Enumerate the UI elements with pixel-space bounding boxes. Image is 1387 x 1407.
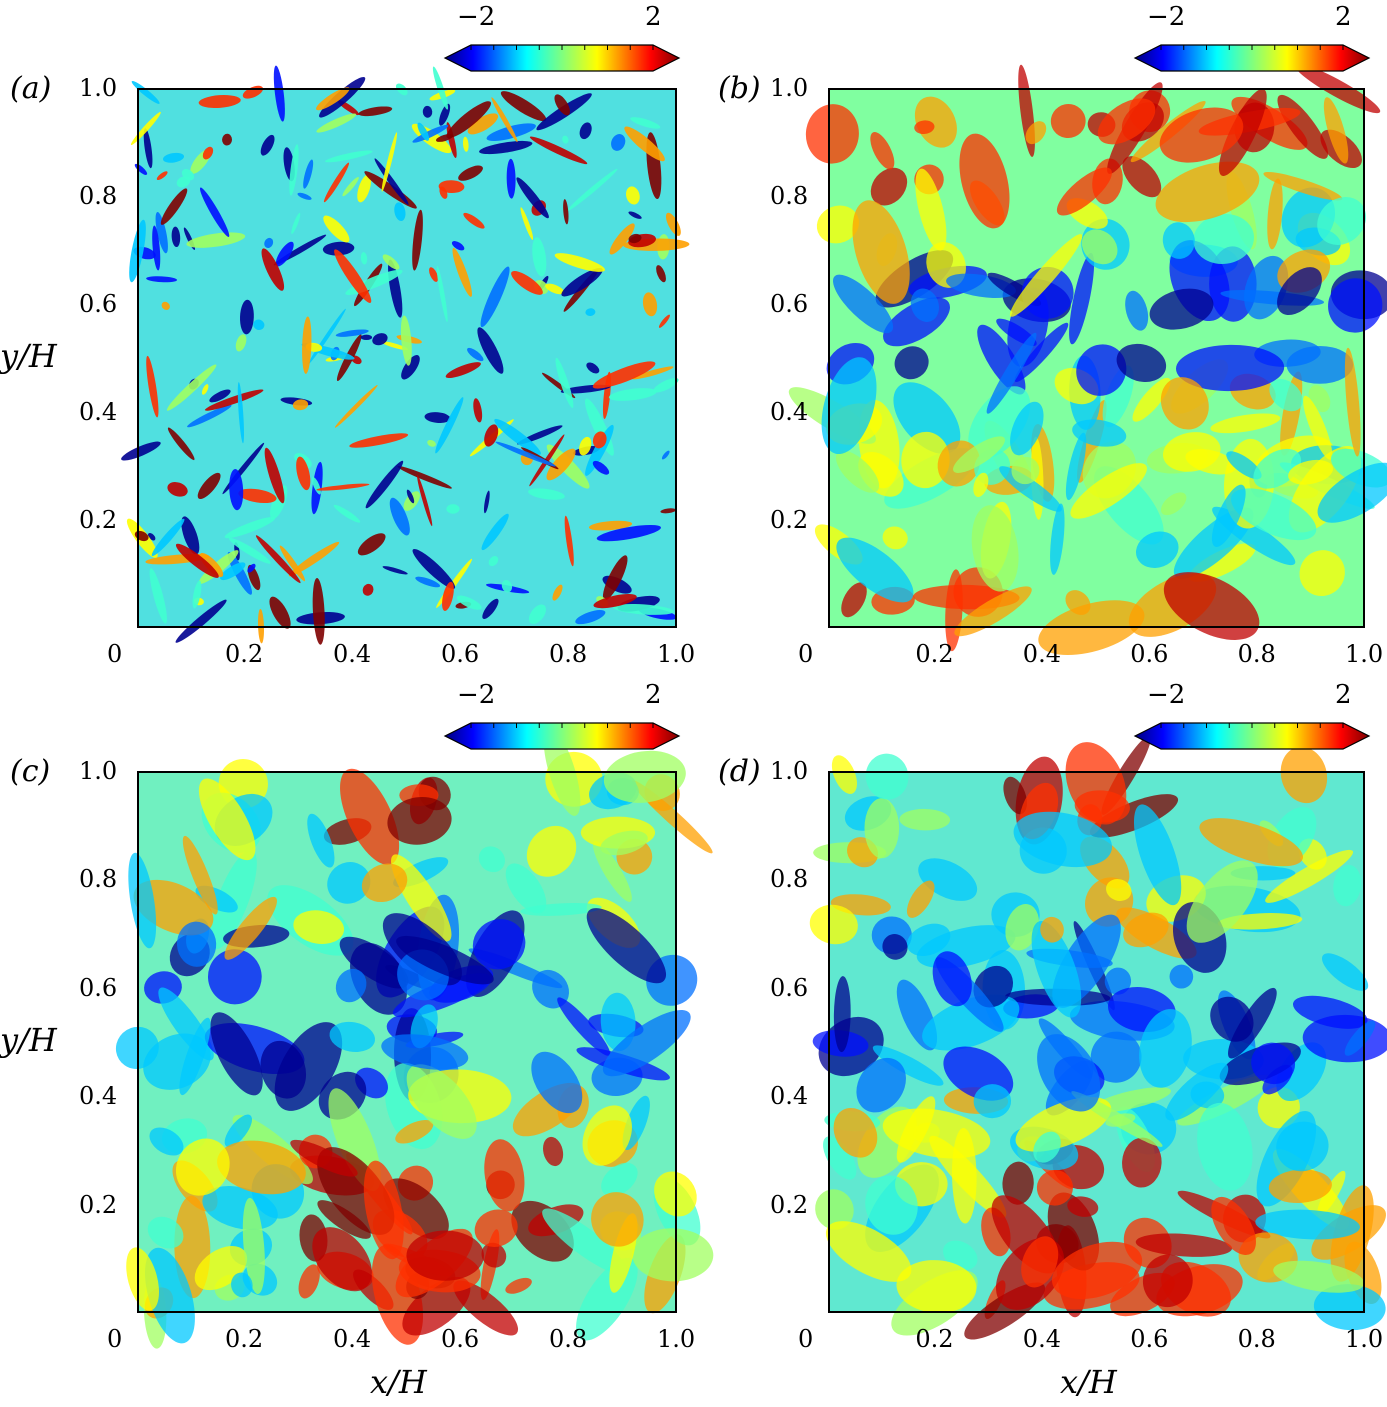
colorbar-max-label: 2 bbox=[645, 2, 662, 32]
y-tick-label: 0.4 bbox=[770, 1082, 809, 1111]
heatmap-plumes-fine bbox=[809, 735, 1387, 1340]
x-tick-label: 0.4 bbox=[1022, 640, 1061, 668]
y-tick-label: 1.0 bbox=[770, 757, 809, 785]
y-tick-label: 1.0 bbox=[770, 74, 809, 102]
colorbar-max-label: 2 bbox=[1335, 2, 1352, 32]
y-tick-label: 0.6 bbox=[770, 973, 809, 1002]
plot-frame bbox=[137, 88, 677, 628]
y-tick-label: 0.6 bbox=[79, 973, 118, 1002]
colorbar bbox=[443, 44, 681, 72]
x-tick-label: 1.0 bbox=[1345, 640, 1384, 668]
x-tick-label: 0 bbox=[798, 640, 814, 668]
y-tick-label: 0.2 bbox=[79, 1190, 118, 1219]
y-axis-label-top: y/H bbox=[0, 337, 57, 375]
y-tick-label: 0.6 bbox=[79, 290, 118, 318]
colorbar bbox=[443, 722, 681, 750]
x-tick-label: 0.4 bbox=[333, 640, 372, 668]
y-tick-label: 0.8 bbox=[79, 865, 118, 894]
y-tick-label: 0.6 bbox=[770, 290, 809, 318]
x-tick-label: 0.4 bbox=[333, 1325, 372, 1353]
colorbar-max-label: 2 bbox=[645, 680, 662, 710]
panel-label: (d) bbox=[718, 754, 761, 789]
x-tick-label: 0.6 bbox=[1130, 640, 1169, 668]
y-tick-label: 0.2 bbox=[770, 1190, 809, 1219]
colorbar bbox=[1133, 44, 1371, 72]
panel-label: (b) bbox=[718, 71, 761, 106]
x-tick-label: 0.2 bbox=[225, 1325, 264, 1353]
x-axis-label-left: x/H bbox=[370, 1363, 427, 1401]
y-tick-label: 0.4 bbox=[79, 398, 118, 426]
y-tick-label: 1.0 bbox=[79, 757, 118, 785]
panel-label: (a) bbox=[10, 71, 52, 106]
x-tick-label: 0.8 bbox=[549, 1325, 588, 1353]
x-tick-label: 0 bbox=[798, 1325, 814, 1353]
y-tick-label: 0.8 bbox=[770, 182, 809, 210]
plot-frame bbox=[137, 771, 677, 1313]
colorbar-min-label: −2 bbox=[457, 680, 496, 710]
y-tick-label: 0.2 bbox=[79, 506, 118, 534]
y-axis-label-bottom: y/H bbox=[0, 1021, 57, 1059]
x-tick-label: 0.8 bbox=[1237, 1325, 1276, 1353]
x-tick-label: 0 bbox=[107, 640, 123, 668]
y-tick-label: 1.0 bbox=[79, 74, 118, 102]
colorbar-min-label: −2 bbox=[457, 2, 496, 32]
x-tick-label: 1.0 bbox=[657, 1325, 696, 1353]
x-tick-label: 0 bbox=[107, 1325, 123, 1353]
colorbar-max-label: 2 bbox=[1335, 680, 1352, 710]
heatmap-plumes-smooth bbox=[115, 727, 714, 1349]
heatmap-filamentary bbox=[121, 65, 690, 645]
x-axis-label-right: x/H bbox=[1060, 1363, 1117, 1401]
y-tick-label: 0.8 bbox=[770, 865, 809, 894]
x-tick-label: 1.0 bbox=[657, 640, 696, 668]
x-tick-label: 0.6 bbox=[441, 640, 480, 668]
y-tick-label: 0.4 bbox=[770, 398, 809, 426]
x-tick-label: 0.4 bbox=[1022, 1325, 1061, 1353]
y-tick-label: 0.2 bbox=[770, 506, 809, 534]
panel-label: (c) bbox=[10, 754, 51, 789]
colorbar-min-label: −2 bbox=[1147, 680, 1186, 710]
plot-frame bbox=[828, 771, 1365, 1313]
colorbar bbox=[1133, 722, 1371, 750]
x-tick-label: 0.2 bbox=[915, 1325, 954, 1353]
x-tick-label: 0.8 bbox=[1237, 640, 1276, 668]
x-tick-label: 0.2 bbox=[915, 640, 954, 668]
y-tick-label: 0.4 bbox=[79, 1082, 118, 1111]
x-tick-label: 0.6 bbox=[1130, 1325, 1169, 1353]
x-tick-label: 1.0 bbox=[1345, 1325, 1384, 1353]
x-tick-label: 0.8 bbox=[549, 640, 588, 668]
x-tick-label: 0.6 bbox=[441, 1325, 480, 1353]
y-tick-label: 0.8 bbox=[79, 182, 118, 210]
heatmap-large-scale bbox=[788, 63, 1387, 656]
plot-frame bbox=[828, 88, 1365, 628]
x-tick-label: 0.2 bbox=[225, 640, 264, 668]
colorbar-min-label: −2 bbox=[1147, 2, 1186, 32]
